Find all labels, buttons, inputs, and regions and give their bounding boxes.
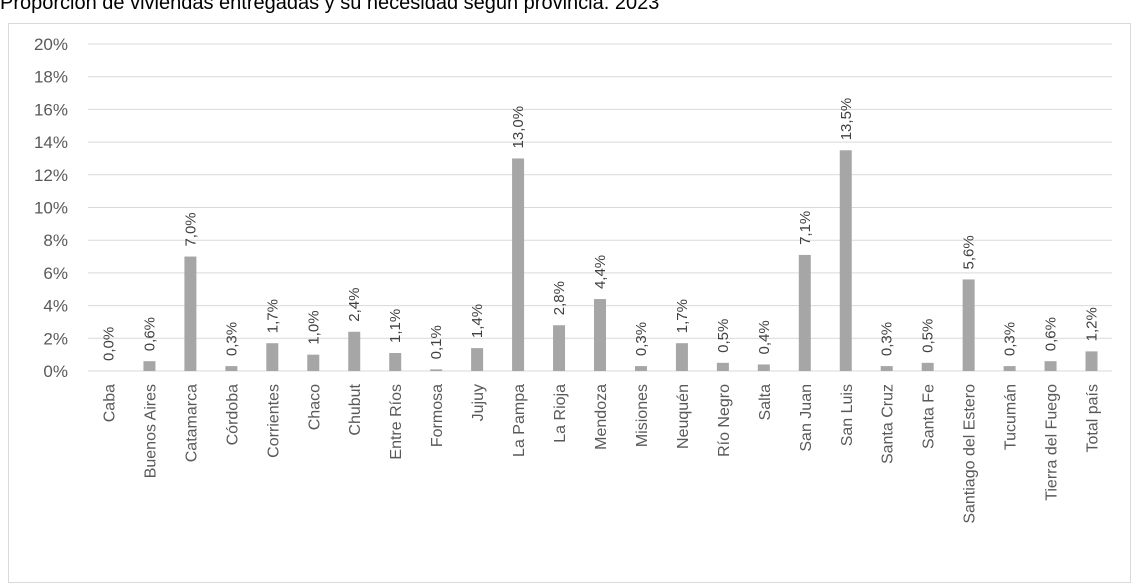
data-label: 13,0% — [510, 106, 527, 149]
data-label: 7,1% — [797, 211, 814, 245]
bar — [962, 279, 975, 371]
bar — [757, 364, 770, 371]
bar — [594, 299, 606, 371]
bar — [307, 354, 320, 371]
data-label: 0,6% — [1043, 317, 1060, 351]
category-label: Buenos Aires — [142, 384, 159, 478]
bar — [512, 158, 525, 371]
data-label: 2,4% — [346, 288, 363, 322]
data-label: 1,7% — [674, 299, 691, 333]
category-label: Chaco — [306, 384, 323, 430]
data-label: 5,6% — [961, 235, 978, 269]
data-label: 0,3% — [1002, 322, 1019, 356]
data-label: 0,5% — [715, 319, 732, 353]
bar — [143, 361, 156, 371]
data-label: 0,0% — [100, 327, 117, 361]
category-label: Entre Ríos — [388, 384, 405, 460]
category-label: Salta — [757, 384, 774, 421]
category-label: La Rioja — [552, 384, 569, 443]
data-label: 0,5% — [920, 319, 937, 353]
category-label: Tierra del Fuego — [1044, 384, 1061, 501]
bar — [225, 366, 238, 371]
bar — [675, 343, 688, 371]
data-label: 7,0% — [182, 212, 199, 246]
data-label: 1,1% — [387, 309, 404, 343]
y-tick-label: 10% — [34, 199, 68, 218]
bar — [1003, 366, 1016, 371]
chart-frame — [8, 23, 1131, 583]
category-label: Santa Fe — [921, 384, 938, 449]
y-tick-label: 4% — [43, 297, 68, 316]
data-label: 0,3% — [223, 322, 240, 356]
bar — [348, 331, 361, 371]
category-label: Neuquén — [675, 384, 692, 449]
data-label: 4,4% — [592, 255, 609, 289]
category-label: Total país — [1085, 384, 1102, 452]
y-tick-label: 16% — [34, 100, 68, 119]
bar — [471, 348, 484, 371]
bar — [266, 343, 279, 371]
category-label: Caba — [101, 384, 118, 422]
category-label: Catamarca — [183, 384, 200, 462]
data-label: 0,1% — [428, 325, 445, 359]
category-label: Córdoba — [224, 384, 241, 445]
data-label: 0,3% — [633, 322, 650, 356]
y-tick-label: 2% — [43, 329, 68, 348]
y-tick-label: 6% — [43, 264, 68, 283]
category-label: Mendoza — [593, 384, 610, 450]
category-label: Formosa — [429, 384, 446, 447]
category-label: San Juan — [798, 384, 815, 452]
category-label: Corrientes — [265, 384, 282, 458]
data-label: 1,7% — [264, 299, 281, 333]
data-label: 13,5% — [838, 98, 855, 141]
category-label: Río Negro — [716, 384, 733, 457]
bar — [389, 353, 402, 371]
bar — [634, 366, 647, 371]
data-label: 1,4% — [469, 304, 486, 338]
data-label: 0,6% — [141, 317, 158, 351]
category-label: Chubut — [347, 383, 364, 435]
y-tick-label: 0% — [43, 362, 68, 381]
bar — [921, 362, 934, 371]
bar — [1085, 351, 1098, 371]
bar — [184, 256, 197, 371]
data-label: 1,0% — [305, 310, 322, 344]
bar — [798, 254, 811, 371]
category-label: La Pampa — [511, 384, 528, 457]
y-tick-label: 12% — [34, 166, 68, 185]
data-label: 2,8% — [551, 281, 568, 315]
category-label: Tucumán — [1003, 384, 1020, 450]
chart-title: Proporción de viviendas entregadas y su … — [0, 0, 660, 14]
bar — [880, 366, 893, 371]
bar — [430, 369, 443, 371]
y-tick-label: 14% — [34, 133, 68, 152]
category-label: Santiago del Estero — [962, 384, 979, 524]
data-label: 0,3% — [879, 322, 896, 356]
category-label: San Luis — [839, 384, 856, 446]
y-tick-label: 20% — [34, 35, 68, 54]
bar — [716, 362, 729, 371]
category-label: Misiones — [634, 384, 651, 447]
y-tick-label: 8% — [43, 231, 68, 250]
category-label: Santa Cruz — [880, 384, 897, 464]
y-tick-label: 18% — [34, 68, 68, 87]
data-label: 0,4% — [756, 320, 773, 354]
bar — [839, 150, 852, 371]
bar — [553, 325, 566, 371]
data-label: 1,2% — [1084, 307, 1101, 341]
category-label: Jujuy — [470, 384, 487, 421]
bar — [1044, 361, 1057, 371]
